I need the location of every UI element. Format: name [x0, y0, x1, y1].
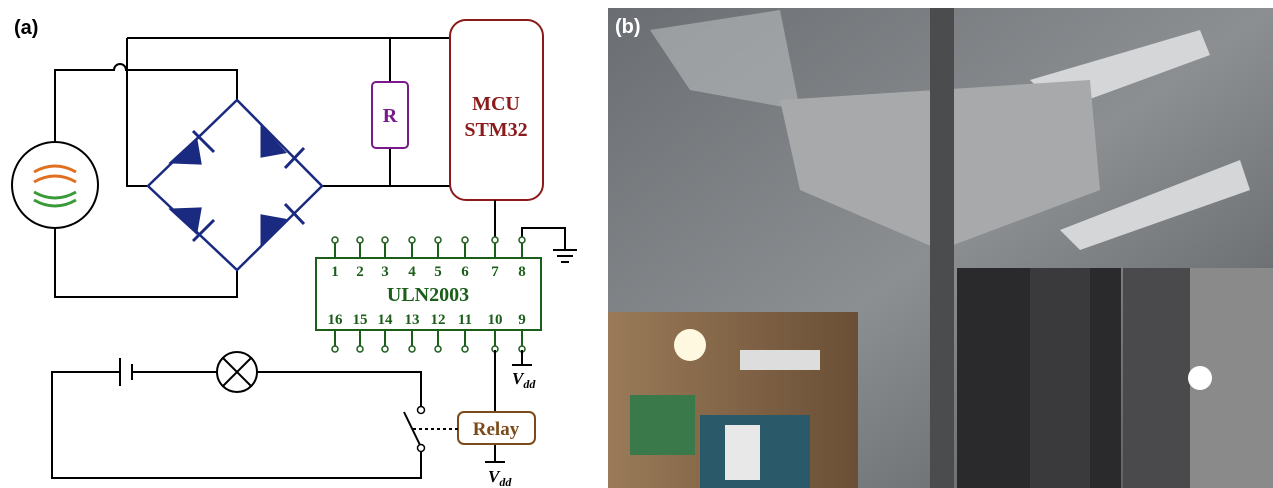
pin-label: 3 — [381, 264, 389, 280]
panel-label: (a) — [14, 17, 38, 39]
photo-detail — [674, 329, 706, 361]
photos: (b) — [608, 8, 1273, 488]
pin-label: 12 — [431, 312, 446, 328]
pin-label: 14 — [378, 312, 394, 328]
photo-detail — [725, 425, 760, 480]
pin-label: 2 — [356, 264, 364, 280]
pin-end — [382, 237, 388, 243]
switch-contact — [418, 407, 425, 414]
mcu-label: MCU — [472, 93, 520, 115]
pin-label: 11 — [458, 312, 472, 328]
pin-label: 10 — [488, 312, 503, 328]
wire — [495, 200, 577, 262]
pin-end — [492, 237, 498, 243]
photo-detail — [740, 350, 820, 370]
chip-label: ULN2003 — [387, 284, 469, 306]
bridge — [148, 100, 322, 270]
photo-detail — [630, 395, 695, 455]
mcu-label: STM32 — [464, 119, 527, 141]
pin-label: 13 — [405, 312, 420, 328]
diodes — [172, 128, 304, 244]
pin-label: 8 — [518, 264, 526, 280]
pin-label: 5 — [434, 264, 442, 280]
vdd-sub: dd — [523, 377, 536, 391]
photo-detail — [930, 8, 954, 488]
vdd-label: Vdd — [512, 369, 536, 391]
pin-label: 4 — [408, 264, 416, 280]
pin-end — [435, 346, 441, 352]
pin-end — [519, 237, 525, 243]
pin-label: 1 — [331, 264, 339, 280]
pin-end — [435, 237, 441, 243]
pin-end — [332, 237, 338, 243]
pin-label: 7 — [491, 264, 499, 280]
resistor-label: R — [383, 105, 398, 127]
pin-label: 16 — [328, 312, 344, 328]
pin-end — [462, 346, 468, 352]
switch-contact — [418, 445, 425, 452]
figure: (a) R MCU STM32 ULN2003 1234567816151413… — [0, 0, 1273, 488]
wire — [512, 350, 532, 365]
switch — [404, 412, 420, 445]
vdd-label: Vdd — [488, 467, 512, 488]
pin-label: 9 — [518, 312, 526, 328]
wire — [485, 350, 505, 462]
pin-end — [462, 237, 468, 243]
pin-label: 6 — [461, 264, 469, 280]
pin-end — [357, 237, 363, 243]
photo-detail — [1188, 366, 1212, 390]
pin-end — [409, 346, 415, 352]
pin-end — [332, 346, 338, 352]
vdd-sub: dd — [499, 475, 512, 488]
photo-detail — [1030, 268, 1090, 488]
pin-end — [382, 346, 388, 352]
pin-end — [357, 346, 363, 352]
relay-label: Relay — [473, 419, 520, 440]
pin-label: 15 — [353, 312, 368, 328]
source — [12, 142, 98, 228]
pin-end — [409, 237, 415, 243]
panel-label: (b) — [615, 16, 641, 38]
